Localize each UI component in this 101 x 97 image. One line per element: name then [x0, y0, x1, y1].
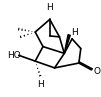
Text: H: H — [46, 3, 53, 12]
Text: HO: HO — [7, 51, 21, 60]
Text: H: H — [37, 80, 43, 89]
Text: H: H — [71, 28, 78, 37]
Polygon shape — [64, 35, 70, 53]
Text: O: O — [93, 67, 100, 76]
